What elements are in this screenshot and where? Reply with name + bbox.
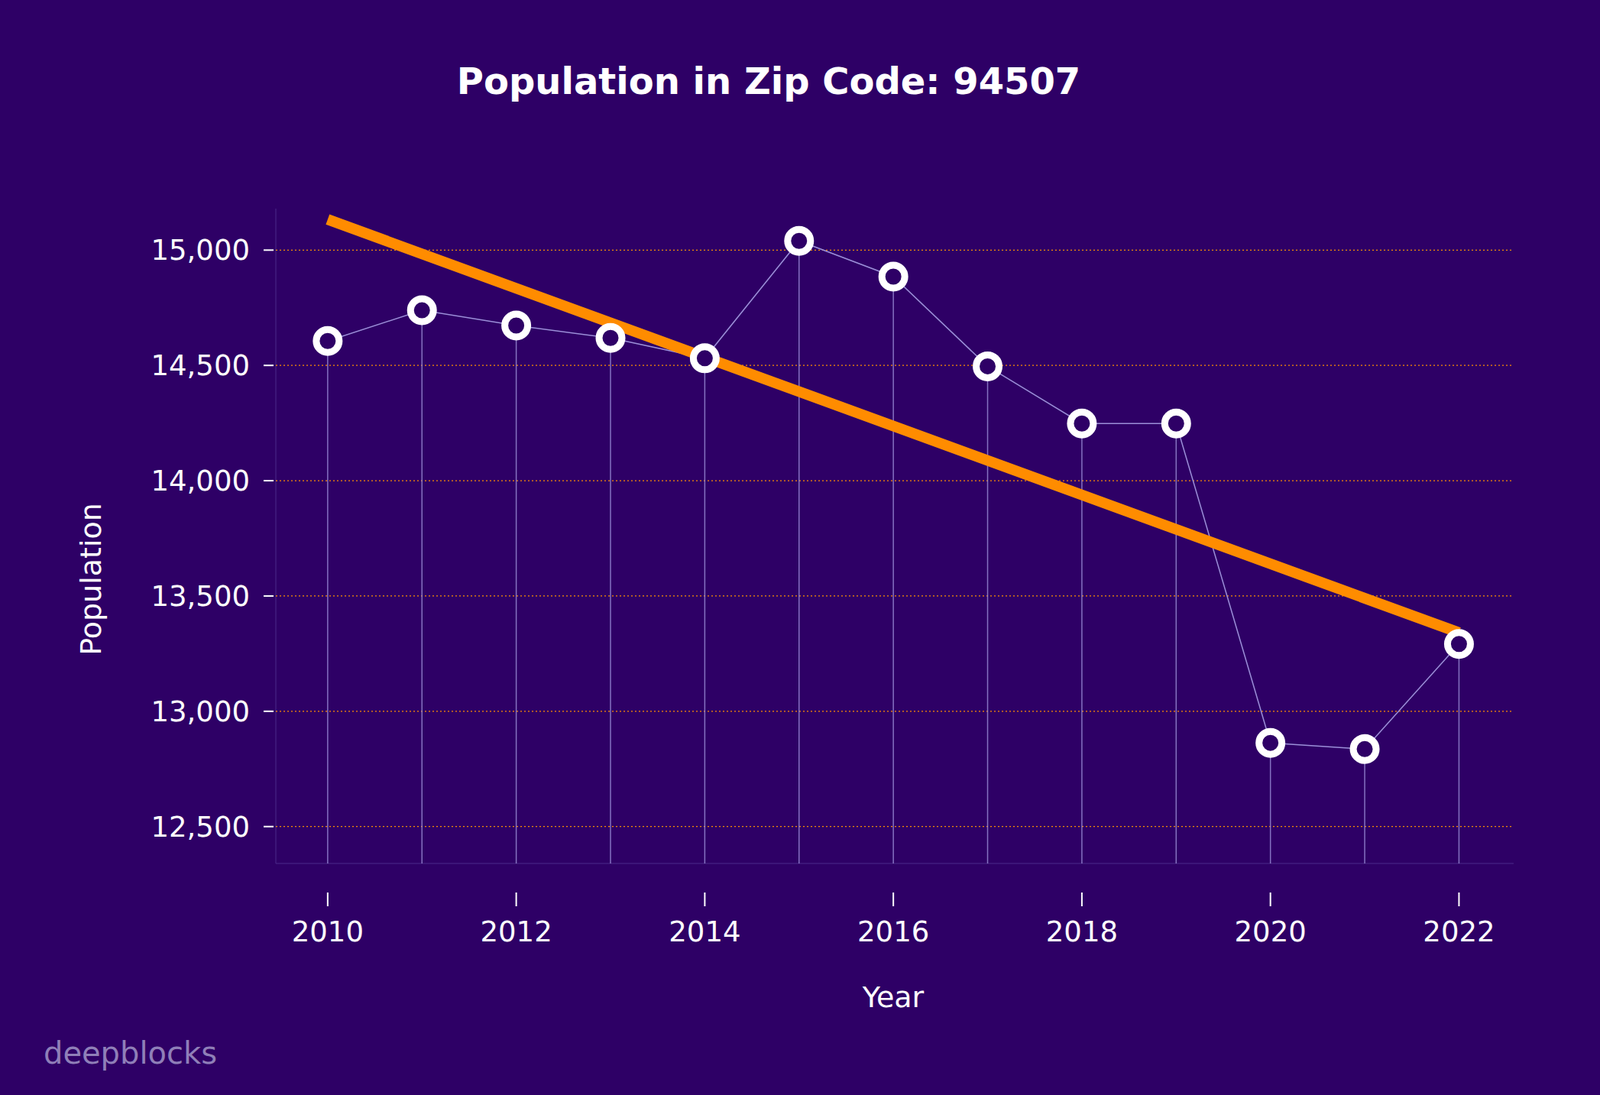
marker (1259, 731, 1283, 755)
marker (1070, 411, 1094, 435)
marker (693, 346, 716, 370)
plot-area (316, 219, 1471, 864)
y-tick-label: 15,000 (151, 233, 250, 267)
drop-line (987, 365, 989, 864)
drop-line (704, 358, 707, 864)
series-line (327, 240, 1460, 749)
marker (881, 265, 905, 289)
drop-line (1175, 423, 1178, 864)
drop-line (515, 325, 518, 864)
x-tick-label: 2022 (1422, 915, 1495, 949)
x-tick-label: 2014 (668, 915, 741, 949)
grid-line (275, 825, 1514, 827)
drop-line (892, 276, 894, 864)
grid-line (275, 249, 1514, 251)
grid-line (275, 595, 1514, 596)
x-tick-label: 2010 (291, 915, 364, 949)
grid-line (275, 365, 1514, 366)
drop-line (798, 240, 800, 864)
background (0, 0, 1600, 1095)
y-axis-label: Population (74, 502, 108, 656)
title: Population in Zip Code: 94507 (456, 59, 1081, 103)
x-tick (892, 892, 894, 907)
drop-line (1269, 742, 1272, 864)
x-axis-label: Year (861, 980, 925, 1014)
marker (1164, 411, 1188, 435)
y-tick (263, 479, 274, 482)
y-tick (263, 595, 274, 597)
marker (1353, 737, 1377, 761)
drop-line (1363, 748, 1366, 864)
x-tick-label: 2016 (857, 915, 930, 949)
grid-line (275, 710, 1514, 712)
watermark: deepblocks (43, 1035, 218, 1071)
marker (599, 326, 622, 350)
grid-line (275, 479, 1514, 481)
y-tick (263, 710, 274, 713)
x-axis-line (275, 863, 1514, 865)
y-tick-label: 14,000 (151, 464, 250, 498)
chart: Population in Zip Code: 94507 12,500 13,00… (0, 0, 1600, 1095)
y-tick (263, 249, 274, 251)
x-tick (703, 892, 706, 907)
drop-line (421, 310, 423, 864)
marker (976, 354, 1000, 378)
x-tick (327, 892, 329, 907)
x-tick-label: 2012 (480, 915, 553, 949)
trend-line (327, 219, 1460, 633)
x-tick-label: 2020 (1234, 915, 1307, 949)
y-tick (263, 825, 274, 828)
x-tick (1457, 892, 1460, 907)
marker (787, 229, 811, 253)
marker (1447, 632, 1471, 656)
y-tick-label: 13,500 (151, 579, 250, 613)
drop-line (609, 337, 612, 864)
y-tick-label: 13,000 (151, 695, 250, 729)
y-tick-label: 14,500 (151, 349, 250, 383)
marker (316, 329, 340, 353)
x-tick-label: 2018 (1046, 915, 1118, 949)
x-tick (515, 892, 518, 907)
page: {"chart_data": { "type": "line", "title"… (0, 0, 1600, 1095)
marker (410, 298, 434, 322)
y-axis-line (275, 208, 277, 864)
x-tick (1269, 892, 1272, 907)
marker (505, 314, 528, 337)
y-tick-label: 12,500 (151, 810, 250, 844)
drop-line (1458, 644, 1461, 864)
x-tick (1081, 892, 1083, 907)
drop-line (327, 340, 329, 864)
y-tick (263, 364, 274, 366)
